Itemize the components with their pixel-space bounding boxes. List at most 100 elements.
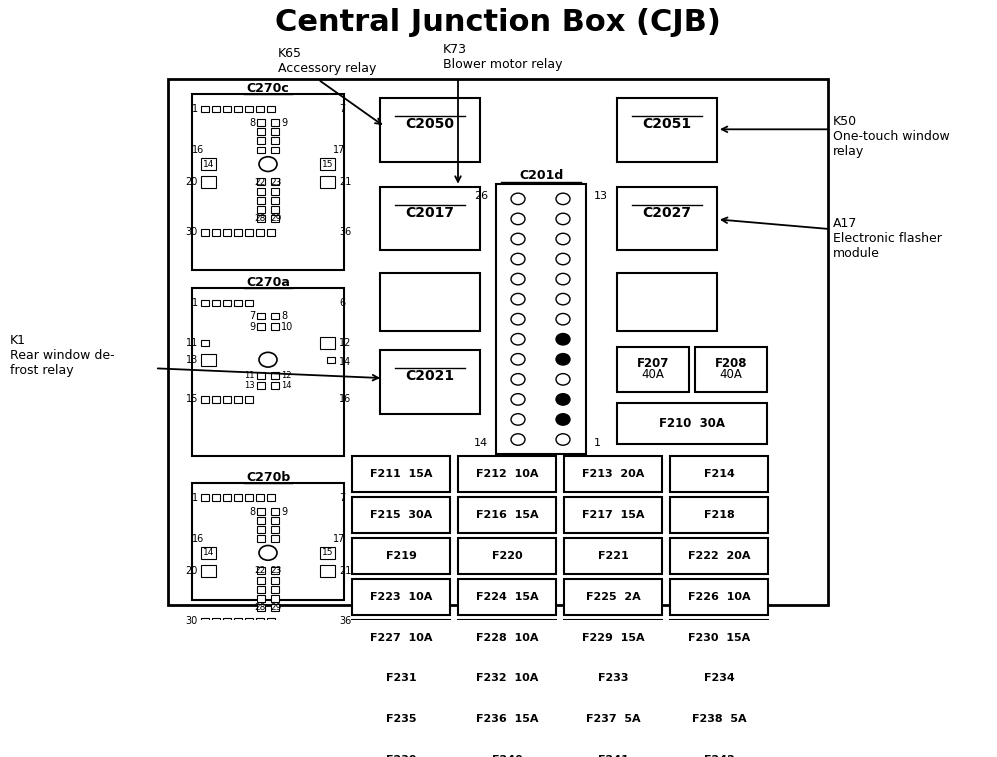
Bar bbox=[192, 288, 344, 456]
Text: 23: 23 bbox=[270, 566, 281, 575]
Text: C201d: C201d bbox=[518, 170, 563, 182]
Bar bbox=[267, 618, 275, 625]
Bar bbox=[201, 618, 209, 625]
Circle shape bbox=[511, 254, 525, 265]
Bar bbox=[257, 382, 265, 389]
Text: F224  15A: F224 15A bbox=[476, 592, 538, 602]
Circle shape bbox=[259, 352, 277, 367]
Text: F210  30A: F210 30A bbox=[659, 416, 725, 430]
Bar bbox=[458, 456, 556, 492]
Circle shape bbox=[556, 394, 570, 405]
Bar bbox=[352, 743, 450, 757]
Circle shape bbox=[511, 414, 525, 425]
Circle shape bbox=[511, 434, 525, 445]
Bar bbox=[271, 188, 279, 195]
Bar bbox=[256, 618, 264, 625]
Bar bbox=[201, 565, 216, 577]
Bar bbox=[670, 702, 768, 737]
Text: 40A: 40A bbox=[641, 369, 664, 382]
Bar bbox=[695, 347, 767, 392]
Text: F233: F233 bbox=[598, 674, 628, 684]
Bar bbox=[271, 323, 279, 330]
Circle shape bbox=[511, 394, 525, 405]
Text: K65
Accessory relay: K65 Accessory relay bbox=[278, 48, 377, 76]
Bar bbox=[352, 497, 450, 533]
Text: 22: 22 bbox=[255, 566, 266, 575]
Text: F231: F231 bbox=[386, 674, 417, 684]
Text: K73
Blower motor relay: K73 Blower motor relay bbox=[443, 42, 562, 70]
Text: F239: F239 bbox=[386, 755, 417, 757]
Bar bbox=[256, 229, 264, 235]
Bar bbox=[271, 595, 279, 602]
Bar bbox=[271, 577, 279, 584]
Text: F217  15A: F217 15A bbox=[582, 509, 644, 520]
Bar bbox=[257, 595, 265, 602]
Circle shape bbox=[556, 374, 570, 385]
Text: 36: 36 bbox=[339, 616, 351, 626]
Bar bbox=[257, 120, 265, 126]
Bar bbox=[564, 456, 662, 492]
Text: K50
One-touch window
relay: K50 One-touch window relay bbox=[833, 114, 950, 157]
Bar bbox=[271, 526, 279, 533]
Bar bbox=[201, 354, 216, 366]
Text: F240: F240 bbox=[492, 755, 522, 757]
Bar bbox=[617, 98, 717, 162]
Bar bbox=[245, 494, 253, 501]
Text: 1: 1 bbox=[191, 493, 198, 503]
Text: 26: 26 bbox=[474, 191, 488, 201]
Bar bbox=[670, 743, 768, 757]
Text: 7: 7 bbox=[339, 104, 345, 114]
Text: F212  10A: F212 10A bbox=[476, 469, 538, 479]
Bar bbox=[234, 494, 242, 501]
Bar bbox=[257, 129, 265, 135]
Circle shape bbox=[259, 157, 277, 172]
Text: F208: F208 bbox=[715, 357, 747, 370]
Bar bbox=[564, 537, 662, 574]
Bar bbox=[257, 586, 265, 593]
Bar bbox=[212, 105, 220, 112]
Text: F238  5A: F238 5A bbox=[692, 715, 747, 724]
Bar bbox=[257, 215, 265, 222]
Bar bbox=[192, 94, 344, 270]
Text: 1: 1 bbox=[594, 438, 601, 448]
Bar bbox=[267, 494, 275, 501]
Bar bbox=[670, 537, 768, 574]
Bar bbox=[257, 526, 265, 533]
Text: 20: 20 bbox=[185, 177, 198, 187]
Text: C2021: C2021 bbox=[406, 369, 455, 384]
Text: F216  15A: F216 15A bbox=[476, 509, 538, 520]
Bar bbox=[257, 372, 265, 379]
Bar bbox=[564, 660, 662, 696]
Text: 16: 16 bbox=[339, 394, 351, 404]
Bar bbox=[267, 229, 275, 235]
Bar bbox=[223, 229, 231, 235]
Bar bbox=[617, 273, 717, 332]
Text: C2017: C2017 bbox=[406, 206, 455, 220]
Bar bbox=[271, 147, 279, 153]
Text: 13: 13 bbox=[185, 355, 198, 365]
Text: C270b: C270b bbox=[246, 471, 290, 484]
Bar bbox=[670, 456, 768, 492]
Bar bbox=[201, 340, 209, 346]
Text: F242: F242 bbox=[704, 755, 735, 757]
Text: C270a: C270a bbox=[246, 276, 290, 289]
Bar bbox=[257, 147, 265, 153]
Text: F236  15A: F236 15A bbox=[476, 715, 538, 724]
Text: F241: F241 bbox=[597, 755, 628, 757]
Bar bbox=[352, 660, 450, 696]
Text: F219: F219 bbox=[386, 551, 417, 561]
Bar bbox=[212, 494, 220, 501]
Bar bbox=[271, 206, 279, 213]
Bar bbox=[564, 497, 662, 533]
Circle shape bbox=[556, 233, 570, 245]
Bar bbox=[352, 702, 450, 737]
Bar bbox=[234, 229, 242, 235]
Text: 13: 13 bbox=[244, 381, 255, 390]
Text: 7: 7 bbox=[248, 311, 255, 321]
Text: F207: F207 bbox=[637, 357, 669, 370]
Bar bbox=[234, 396, 242, 403]
Text: 40A: 40A bbox=[720, 369, 743, 382]
Bar bbox=[352, 619, 450, 656]
Bar bbox=[223, 618, 231, 625]
Text: 16: 16 bbox=[191, 534, 204, 544]
